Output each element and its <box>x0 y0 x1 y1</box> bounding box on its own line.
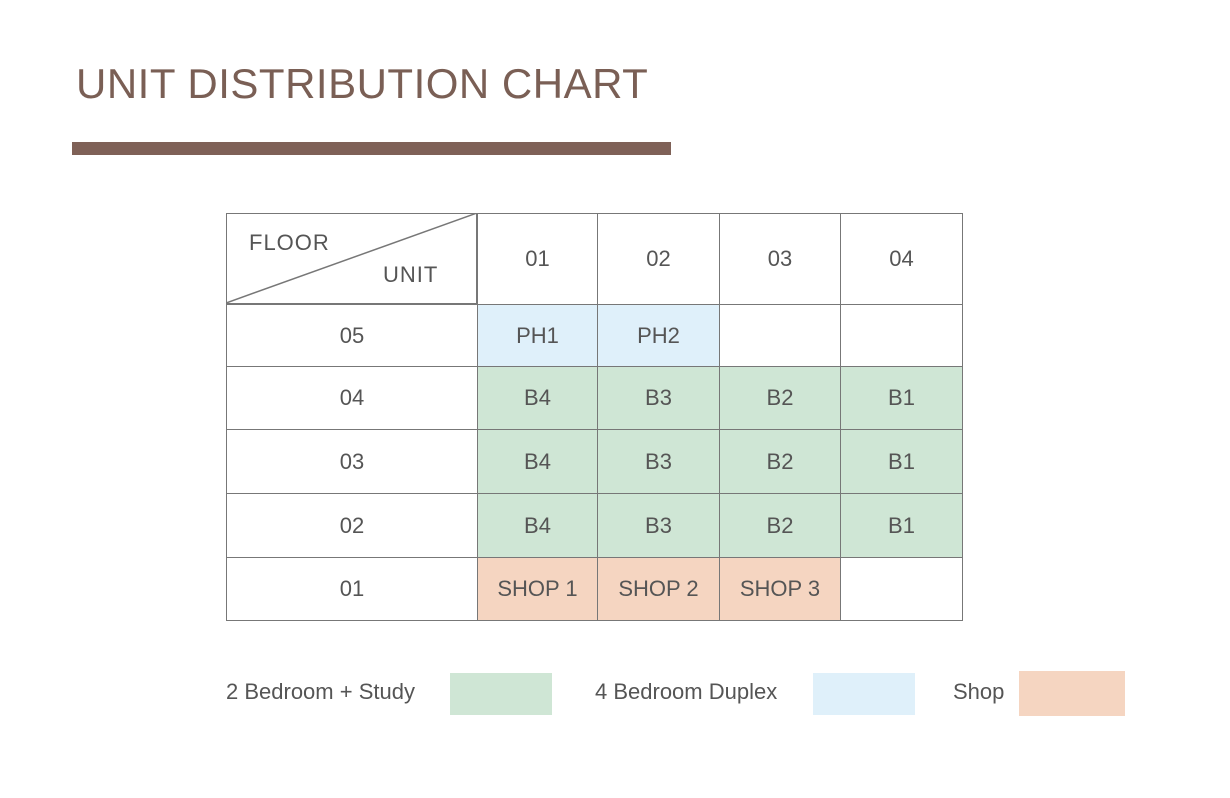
legend-label: 4 Bedroom Duplex <box>595 679 778 704</box>
unit-cell: PH1 <box>477 304 598 367</box>
unit-cell: B3 <box>597 493 720 558</box>
unit-cell: B4 <box>477 429 598 494</box>
unit-cell: B2 <box>719 366 841 430</box>
title-underline <box>72 142 671 155</box>
column-header: 01 <box>477 213 598 305</box>
unit-cell: B2 <box>719 429 841 494</box>
legend-label: Shop <box>953 679 1005 704</box>
corner-cell: FLOOR UNIT <box>226 213 477 304</box>
unit-cell: B2 <box>719 493 841 558</box>
empty-cell <box>840 304 963 367</box>
row-axis-label: FLOOR <box>249 230 330 255</box>
empty-cell <box>840 557 963 621</box>
unit-cell: PH2 <box>597 304 720 367</box>
row-header: 02 <box>226 493 478 558</box>
unit-cell: B1 <box>840 429 963 494</box>
unit-cell: B4 <box>477 366 598 430</box>
row-header: 05 <box>226 304 478 367</box>
column-axis-label: UNIT <box>383 262 439 287</box>
title: UNIT DISTRIBUTION CHART <box>76 60 649 107</box>
unit-cell: B4 <box>477 493 598 558</box>
column-header: 02 <box>597 213 720 305</box>
legend-swatch <box>450 673 552 715</box>
empty-cell <box>719 304 841 367</box>
column-header: 04 <box>840 213 963 305</box>
row-header: 03 <box>226 429 478 494</box>
row-header: 01 <box>226 557 478 621</box>
unit-cell: B3 <box>597 429 720 494</box>
row-header: 04 <box>226 366 478 430</box>
unit-cell: B1 <box>840 493 963 558</box>
legend-swatch <box>813 673 915 715</box>
unit-cell: SHOP 3 <box>719 557 841 621</box>
legend-swatch <box>1019 671 1125 716</box>
column-header: 03 <box>719 213 841 305</box>
corner-diagonal <box>226 213 477 304</box>
unit-cell: SHOP 2 <box>597 557 720 621</box>
unit-cell: SHOP 1 <box>477 557 598 621</box>
unit-cell: B3 <box>597 366 720 430</box>
legend-label: 2 Bedroom + Study <box>226 679 415 704</box>
unit-cell: B1 <box>840 366 963 430</box>
